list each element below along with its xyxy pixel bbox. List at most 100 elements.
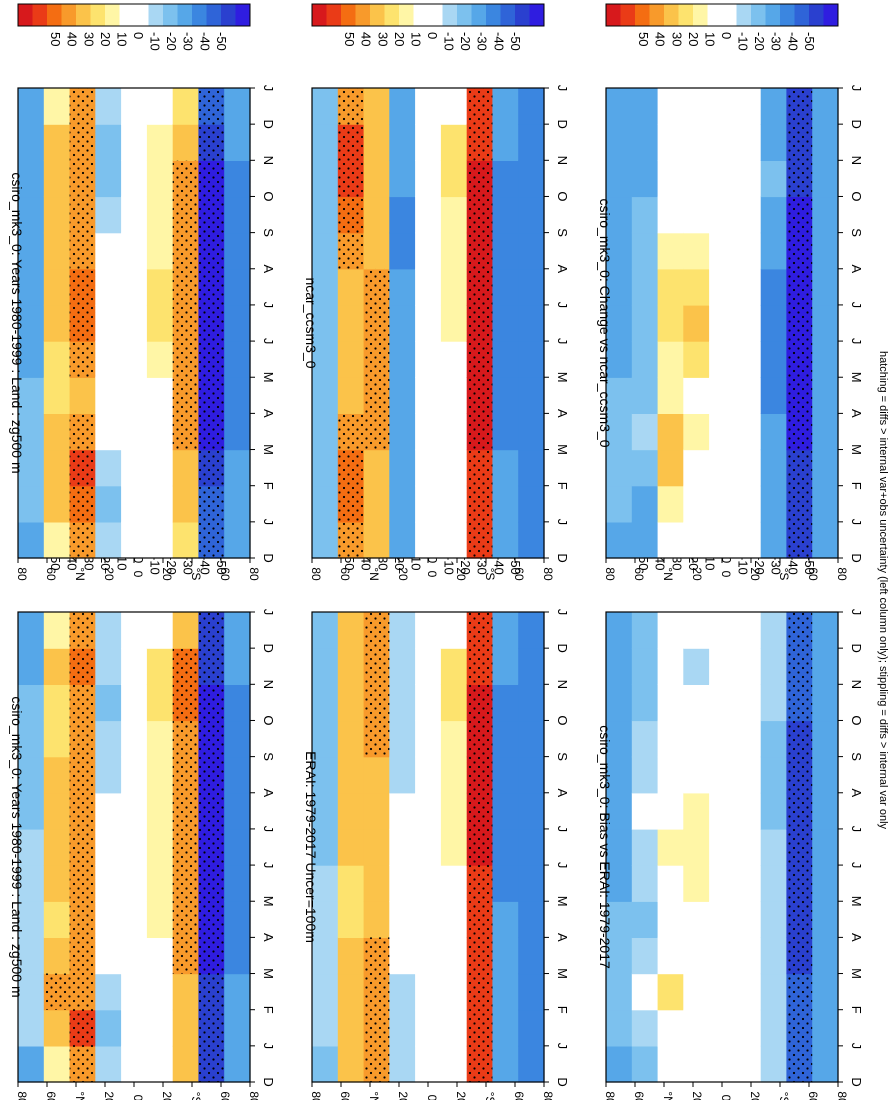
cell — [415, 196, 442, 234]
cell — [389, 720, 416, 758]
cell — [121, 88, 148, 125]
cell — [224, 828, 251, 866]
lat-label: 20 — [396, 567, 410, 581]
cell — [312, 901, 339, 938]
month-label: S — [555, 752, 570, 761]
month-label: A — [261, 933, 276, 942]
cell — [760, 937, 788, 975]
stipple — [198, 684, 225, 721]
stipple — [172, 648, 199, 685]
lat-label: °N — [661, 567, 675, 580]
colorbar-label: -20 — [164, 32, 179, 51]
stipple — [786, 684, 813, 721]
month-label: A — [555, 409, 570, 418]
month-label: O — [261, 191, 276, 201]
month-label: O — [555, 715, 570, 725]
cell — [43, 756, 71, 794]
stipple — [198, 973, 225, 1010]
cell — [146, 377, 174, 414]
month-label: A — [261, 788, 276, 797]
stipple — [198, 485, 225, 522]
cell — [606, 88, 633, 125]
stipple — [172, 828, 199, 866]
cell — [95, 341, 122, 378]
cell — [657, 1009, 684, 1047]
cell — [683, 413, 710, 451]
month-label: J — [261, 1043, 276, 1050]
cell — [492, 485, 519, 523]
cell — [312, 341, 339, 378]
cell — [657, 124, 684, 161]
cell — [440, 684, 468, 722]
cell — [518, 865, 545, 902]
colorbar-label: 10 — [702, 556, 717, 570]
cell — [224, 413, 251, 451]
cell — [312, 124, 339, 161]
month-label: D — [261, 553, 276, 562]
cell — [312, 485, 339, 523]
cell — [95, 756, 122, 794]
stipple — [69, 756, 96, 793]
cell — [606, 268, 633, 306]
stipple — [172, 684, 199, 721]
month-label: M — [849, 896, 864, 907]
lat-label: °S — [483, 568, 497, 581]
month-label: F — [555, 1006, 570, 1014]
stipple — [786, 377, 813, 414]
cell — [812, 377, 839, 414]
cell — [709, 196, 736, 234]
cell — [121, 485, 148, 523]
cell — [18, 792, 45, 830]
colorbar-swatch — [736, 4, 752, 26]
cell — [18, 1009, 45, 1047]
cell — [337, 901, 365, 938]
cell — [389, 756, 416, 794]
stipple — [198, 341, 225, 378]
cell — [415, 648, 442, 685]
cell — [146, 828, 174, 866]
colorbar-swatch — [47, 4, 62, 26]
cell — [760, 232, 788, 270]
month-label: D — [849, 643, 864, 652]
cell — [518, 901, 545, 938]
stipple — [466, 124, 493, 161]
colorbar-label: -50 — [214, 32, 229, 51]
month-label: J — [261, 338, 276, 345]
cell — [312, 268, 339, 306]
panel-1: D J F M A M J J A S O N D J 80 60 °N 20 0 20 °S 60 80 csiro_mk3… — [9, 3, 276, 581]
stipple — [363, 413, 390, 450]
cell — [146, 160, 174, 198]
cell — [146, 485, 174, 523]
cell — [224, 341, 251, 378]
colorbar-label: -40 — [197, 32, 212, 51]
stipple — [786, 792, 813, 829]
cell — [363, 901, 390, 938]
month-label: A — [555, 264, 570, 273]
cell — [657, 792, 684, 830]
colorbar-swatch — [780, 4, 795, 26]
cell — [518, 196, 545, 234]
cell — [657, 196, 684, 234]
cell — [146, 1009, 174, 1047]
cell — [224, 521, 251, 559]
cell — [631, 377, 659, 414]
cell — [415, 756, 442, 794]
colorbar-label: -40 — [491, 32, 506, 51]
cell — [683, 901, 710, 938]
cell — [657, 1045, 684, 1083]
month-label: J — [849, 338, 864, 345]
cell — [709, 413, 736, 451]
cell — [631, 973, 659, 1011]
colorbar-label: -40 — [785, 556, 800, 575]
cell — [18, 485, 45, 523]
cell — [95, 485, 122, 523]
panel-title: csiro_mk3_0: Bias vs ERAI: 1979-2017 — [597, 725, 613, 969]
stipple — [786, 268, 813, 305]
cell — [337, 1009, 365, 1047]
cell — [631, 268, 659, 306]
colorbar-label: 10 — [114, 32, 129, 46]
lat-label: 20 — [396, 1091, 410, 1100]
cell — [683, 684, 710, 722]
cell — [415, 521, 442, 559]
cell — [606, 449, 633, 487]
